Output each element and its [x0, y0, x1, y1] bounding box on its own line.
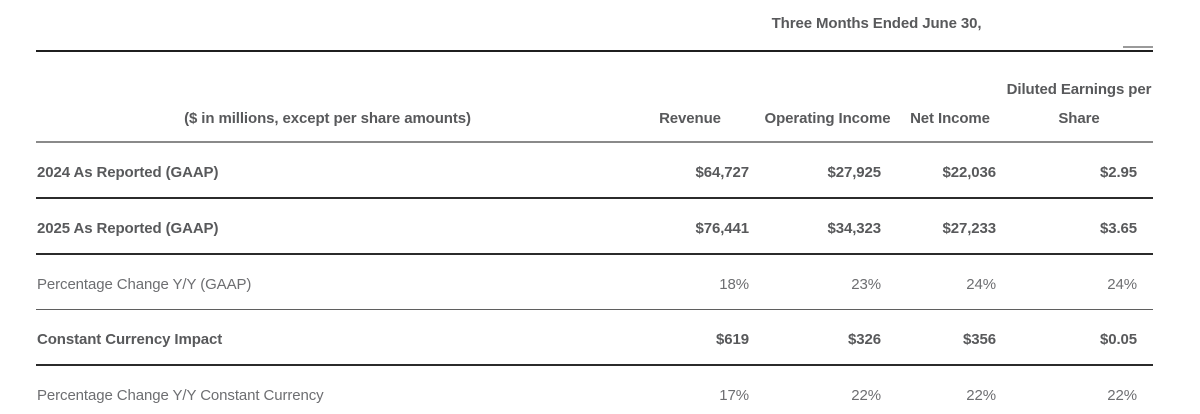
cell-operating-income: 22%	[760, 365, 895, 414]
cell-diluted-eps: 24%	[1005, 254, 1154, 310]
period-header-spacer	[36, 0, 620, 52]
cell-operating-income: 23%	[760, 254, 895, 310]
table-row-2025-gaap: 2025 As Reported (GAAP) $76,441 $34,323 …	[36, 198, 1154, 255]
column-header-diluted-eps: Diluted Earnings per Share	[1005, 51, 1154, 143]
cell-revenue: $64,727	[620, 142, 760, 199]
cell-net-income: $356	[895, 309, 1005, 366]
table-row-pct-change-gaap: Percentage Change Y/Y (GAAP) 18% 23% 24%…	[36, 254, 1154, 310]
period-header-row: Three Months Ended June 30,	[36, 0, 1154, 52]
cell-diluted-eps: $0.05	[1005, 309, 1154, 366]
cell-operating-income: $27,925	[760, 142, 895, 199]
row-label: 2025 As Reported (GAAP)	[36, 198, 620, 255]
cell-operating-income: $326	[760, 309, 895, 366]
cell-operating-income: $34,323	[760, 198, 895, 255]
row-label: Percentage Change Y/Y Constant Currency	[36, 365, 620, 414]
cell-revenue: $76,441	[620, 198, 760, 255]
row-label: Constant Currency Impact	[36, 309, 620, 366]
cell-net-income: $22,036	[895, 142, 1005, 199]
cell-net-income: $27,233	[895, 198, 1005, 255]
table-row-2024-gaap: 2024 As Reported (GAAP) $64,727 $27,925 …	[36, 142, 1154, 199]
cell-diluted-eps: $3.65	[1005, 198, 1154, 255]
table-row-pct-change-constant-currency: Percentage Change Y/Y Constant Currency …	[36, 365, 1154, 414]
column-header-net-income: Net Income	[895, 51, 1005, 143]
row-label: Percentage Change Y/Y (GAAP)	[36, 254, 620, 310]
row-label: 2024 As Reported (GAAP)	[36, 142, 620, 199]
column-header-operating-income: Operating Income	[760, 51, 895, 143]
period-header: Three Months Ended June 30,	[620, 0, 1154, 52]
cell-revenue: 18%	[620, 254, 760, 310]
cell-net-income: 22%	[895, 365, 1005, 414]
period-rule-gray-tail	[1123, 46, 1153, 48]
cell-net-income: 24%	[895, 254, 1005, 310]
column-header-units-note: ($ in millions, except per share amounts…	[36, 51, 620, 143]
financial-table: Three Months Ended June 30, ($ in millio…	[36, 0, 1154, 414]
cell-revenue: 17%	[620, 365, 760, 414]
cell-diluted-eps: $2.95	[1005, 142, 1154, 199]
table-row-constant-currency-impact: Constant Currency Impact $619 $326 $356 …	[36, 309, 1154, 366]
cell-revenue: $619	[620, 309, 760, 366]
column-header-revenue: Revenue	[620, 51, 760, 143]
cell-diluted-eps: 22%	[1005, 365, 1154, 414]
column-header-row: ($ in millions, except per share amounts…	[36, 51, 1154, 143]
